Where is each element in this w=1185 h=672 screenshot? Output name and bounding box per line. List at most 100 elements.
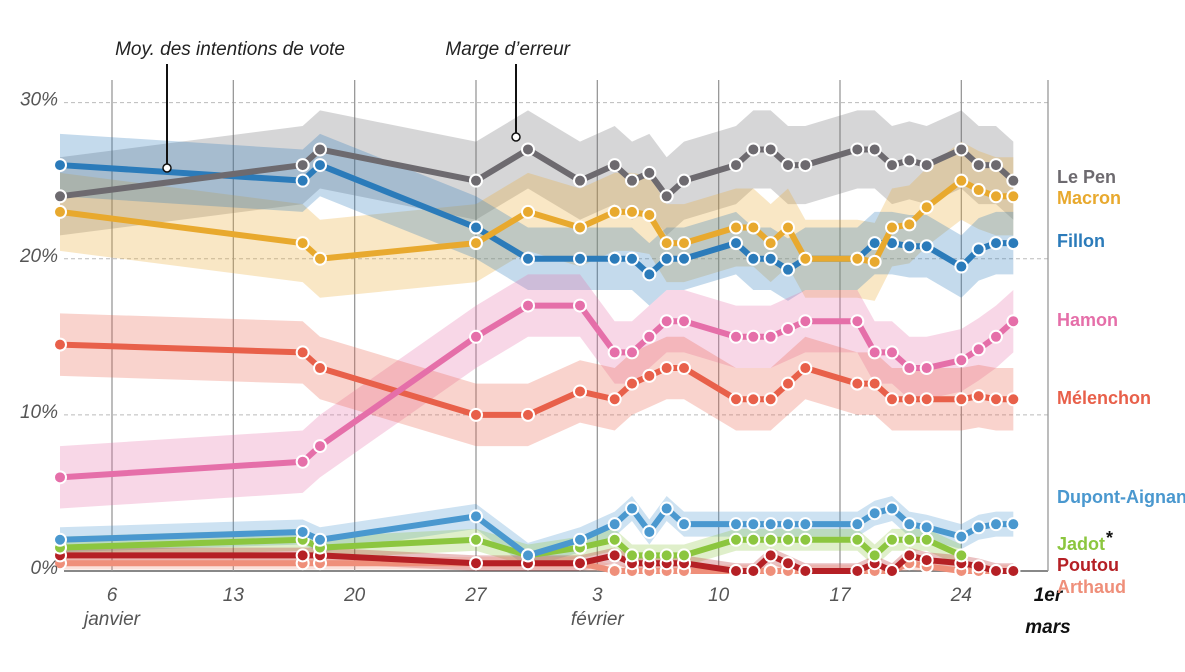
point	[971, 389, 986, 404]
point	[53, 532, 67, 547]
point	[659, 251, 674, 266]
point	[763, 329, 778, 344]
point	[729, 236, 743, 251]
legend-label: Arthaud	[1057, 577, 1126, 597]
point	[919, 239, 934, 254]
point	[919, 200, 934, 215]
point	[954, 142, 969, 157]
point	[954, 392, 969, 407]
point	[677, 173, 691, 188]
point	[989, 564, 1003, 578]
point	[295, 454, 310, 469]
point	[885, 564, 899, 578]
legend-label: Mélenchon	[1057, 388, 1151, 408]
point	[659, 314, 674, 329]
point	[850, 142, 865, 157]
point	[573, 251, 587, 266]
point	[867, 236, 882, 251]
point	[625, 501, 639, 516]
point	[295, 524, 310, 539]
point	[781, 322, 795, 336]
point	[521, 407, 535, 422]
point	[607, 548, 622, 563]
point	[677, 251, 691, 266]
point	[659, 501, 674, 516]
point	[729, 564, 743, 578]
point	[313, 532, 327, 547]
point	[798, 314, 813, 329]
point	[781, 532, 795, 547]
point	[902, 392, 917, 407]
point	[850, 564, 865, 578]
point	[659, 548, 674, 563]
point	[313, 142, 327, 157]
point	[798, 158, 813, 173]
point	[867, 254, 882, 269]
error-band	[60, 313, 1014, 447]
point	[573, 384, 587, 399]
point	[781, 262, 795, 277]
point	[746, 517, 761, 532]
x-tick-label: 1er	[1034, 585, 1064, 606]
point	[729, 392, 743, 407]
point	[763, 236, 778, 251]
point	[642, 165, 657, 180]
point	[902, 548, 917, 563]
y-tick-label: 10%	[20, 402, 58, 423]
point	[902, 517, 917, 532]
legend-label: Macron	[1057, 188, 1121, 208]
point	[798, 532, 813, 547]
point	[746, 142, 761, 157]
point	[573, 173, 587, 188]
point	[1006, 236, 1021, 251]
point	[607, 392, 622, 407]
point	[677, 361, 691, 376]
point	[642, 267, 657, 282]
point	[746, 564, 761, 578]
point	[607, 564, 622, 578]
point	[919, 158, 934, 173]
point	[607, 204, 622, 219]
point	[607, 532, 622, 547]
annotation: Moy. des intentions de vote	[115, 39, 345, 60]
point	[729, 329, 743, 344]
point	[781, 376, 795, 391]
point	[850, 314, 865, 329]
point	[763, 251, 778, 266]
point	[902, 239, 917, 254]
point	[781, 517, 795, 532]
point	[885, 220, 899, 235]
point	[521, 204, 535, 219]
point	[729, 517, 743, 532]
point	[642, 548, 657, 563]
point	[850, 376, 865, 391]
legend-label: Hamon	[1057, 310, 1118, 330]
point	[850, 251, 865, 266]
point	[971, 242, 986, 257]
x-tick-label: 24	[950, 585, 972, 606]
point	[902, 361, 917, 376]
point	[919, 361, 934, 376]
annotation: Marge d’erreur	[445, 39, 570, 60]
point	[469, 329, 483, 344]
point	[1006, 189, 1021, 204]
point	[885, 392, 899, 407]
point	[521, 298, 535, 313]
point	[521, 142, 535, 157]
point	[885, 345, 899, 360]
point	[1006, 564, 1021, 578]
labels: 0% 10% 20% 30% 6 13 20 27 3 10 17 24 1er janvier févri…	[19, 90, 1185, 638]
point	[885, 532, 899, 547]
point	[677, 548, 691, 563]
point	[607, 158, 622, 173]
point	[902, 217, 917, 232]
point	[919, 392, 934, 407]
footnote-mark: *	[1106, 528, 1113, 548]
point	[971, 183, 986, 198]
point	[469, 509, 483, 524]
point	[642, 329, 657, 344]
point	[989, 329, 1003, 344]
point	[746, 251, 761, 266]
point	[867, 548, 882, 563]
